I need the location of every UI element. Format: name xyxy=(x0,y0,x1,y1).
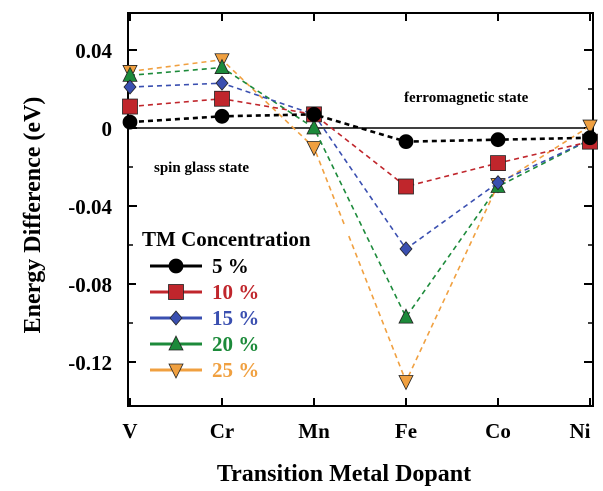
data-point xyxy=(306,119,322,135)
y-tick-label: 0 xyxy=(102,117,113,141)
x-tick-label: Cr xyxy=(210,419,235,443)
plot-frame xyxy=(127,12,594,407)
data-point xyxy=(491,174,505,191)
annotation-spin: spin glass state xyxy=(154,160,249,176)
legend-marker xyxy=(168,284,184,300)
legend-label: 10 % xyxy=(212,280,259,304)
legend-marker xyxy=(168,258,184,274)
legend-label: 25 % xyxy=(212,358,259,382)
legend-label: 5 % xyxy=(212,254,249,278)
series-0 xyxy=(122,106,598,150)
data-point xyxy=(306,141,322,157)
legend-marker xyxy=(169,310,183,326)
data-point xyxy=(306,106,322,122)
data-point xyxy=(490,155,506,172)
data-point xyxy=(122,114,138,130)
x-tick-label: Mn xyxy=(298,419,330,443)
annotation-ferro: ferromagnetic state xyxy=(404,90,529,106)
data-point xyxy=(490,132,506,148)
legend-title: TM Concentration xyxy=(142,227,311,251)
data-point xyxy=(215,75,229,91)
series-line xyxy=(129,113,591,143)
legend-marker xyxy=(168,363,184,379)
y-tick-label: -0.12 xyxy=(68,351,112,375)
series-1 xyxy=(122,90,598,195)
plot-layer: 0.04 0 -0.04 -0.08 -0.12 V Cr Mn Fe Co Ni ferromagn… xyxy=(68,12,598,443)
data-point xyxy=(582,130,598,146)
x-tick-label: Fe xyxy=(395,419,417,443)
y-tick-label: 0.04 xyxy=(75,39,112,63)
x-axis-title: Transition Metal Dopant xyxy=(217,461,471,487)
x-tick-label: V xyxy=(122,419,137,443)
data-point xyxy=(398,178,414,195)
legend-label: 20 % xyxy=(212,332,259,356)
series-line xyxy=(129,58,591,384)
data-point xyxy=(399,241,413,257)
legend: TM Concentration 5 %10 %15 %20 %25 % xyxy=(136,226,348,398)
data-point xyxy=(582,119,598,135)
legend-label: 15 % xyxy=(212,306,259,330)
y-tick-label: -0.04 xyxy=(68,195,112,219)
y-tick-label: -0.08 xyxy=(68,273,112,297)
data-point xyxy=(123,79,137,95)
data-point xyxy=(214,90,230,107)
data-point xyxy=(214,108,230,124)
data-point xyxy=(214,58,230,74)
data-point xyxy=(398,134,414,150)
series-line xyxy=(129,97,591,188)
x-tick-label: Co xyxy=(485,419,511,443)
x-tick-label: Ni xyxy=(570,419,591,443)
y-axis-title: Energy Difference (eV) xyxy=(20,97,46,334)
data-point xyxy=(398,308,414,324)
data-point xyxy=(398,375,414,391)
series-line xyxy=(129,82,591,251)
series-line xyxy=(129,66,591,319)
legend-marker xyxy=(168,335,184,351)
data-point xyxy=(122,98,138,115)
